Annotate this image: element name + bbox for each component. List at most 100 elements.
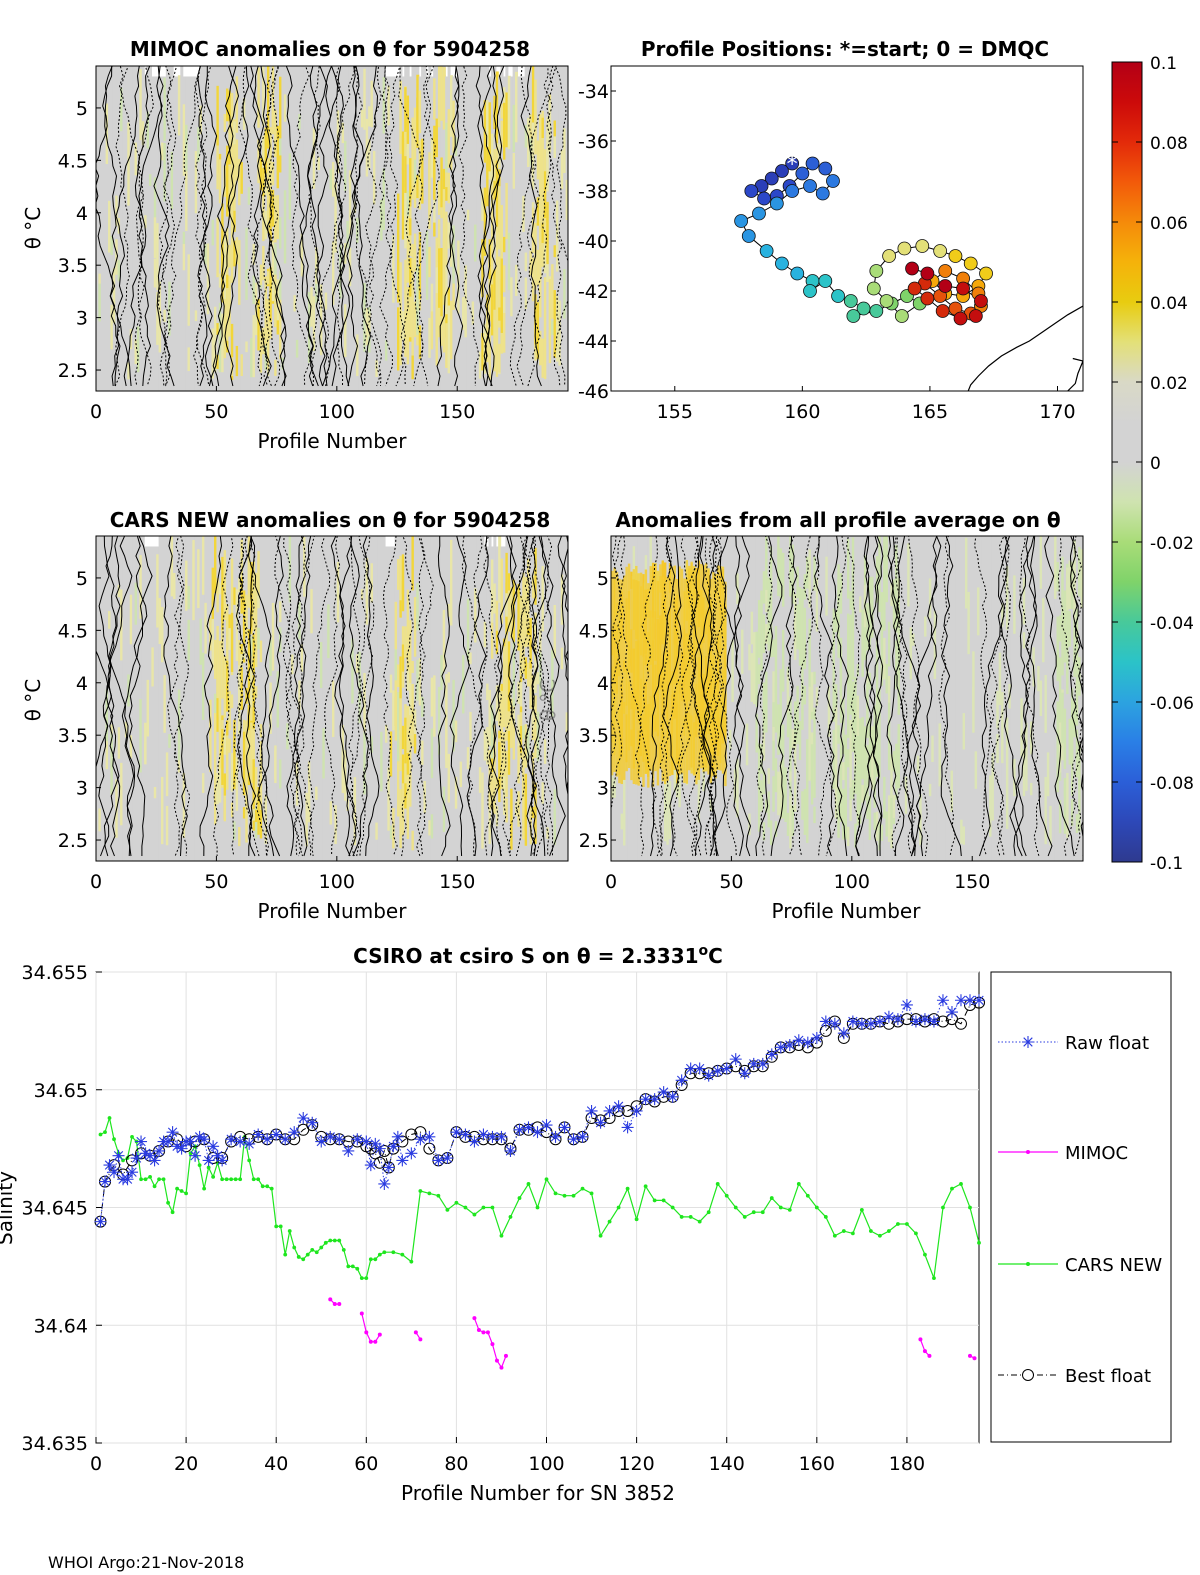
heatmap-cell	[883, 574, 887, 631]
heatmap-cell	[163, 675, 167, 733]
profile-position-marker	[795, 166, 810, 181]
heatmap-cell	[182, 536, 186, 861]
heatmap-cell	[305, 792, 309, 847]
heatmap-cell	[271, 66, 275, 391]
heatmap-cell	[310, 287, 314, 327]
raw-float-point	[918, 1013, 931, 1026]
profile-position-marker	[775, 256, 789, 271]
raw-float-point	[792, 1034, 805, 1047]
heatmap-cell	[397, 234, 401, 303]
heatmap-cell	[880, 824, 884, 841]
heatmap-cell	[502, 76, 506, 391]
heatmap-cell	[445, 674, 449, 744]
heatmap-cell	[495, 777, 499, 789]
contour-line	[296, 536, 315, 856]
heatmap-cell	[1022, 577, 1026, 625]
heatmap-cell	[264, 127, 268, 174]
contour-line	[325, 66, 380, 387]
heatmap-cell	[871, 729, 875, 752]
heatmap-cell	[507, 232, 511, 291]
y-tick-label: 4	[76, 673, 88, 695]
heatmap-cell	[558, 536, 562, 861]
heatmap-cell	[676, 578, 680, 784]
heatmap-cell	[798, 536, 802, 861]
heatmap-cell	[209, 536, 213, 861]
heatmap-cell	[293, 536, 297, 861]
contour-line	[907, 536, 929, 857]
heatmap-cell	[462, 297, 466, 330]
raw-float-point	[783, 1039, 796, 1052]
heatmap-cell	[274, 536, 278, 861]
heatmap-cell	[847, 826, 851, 847]
contour-line	[788, 536, 814, 857]
heatmap-cell	[98, 283, 102, 322]
heatmap-cell	[168, 734, 172, 748]
heatmap-cell	[892, 795, 896, 818]
heatmap-cell	[430, 728, 434, 779]
cars-new-point	[139, 1177, 143, 1182]
heatmap-cell	[890, 797, 894, 810]
raw-float-point	[126, 1166, 139, 1179]
heatmap-cell	[228, 738, 232, 753]
heatmap-cell	[892, 602, 896, 629]
heatmap-cell	[493, 149, 497, 186]
heatmap-cell	[136, 66, 140, 391]
heatmap-cell	[399, 66, 403, 391]
heatmap-cell	[356, 654, 360, 673]
heatmap-cell	[295, 536, 299, 861]
heatmap-cell	[517, 791, 521, 827]
mimoc-point	[490, 1342, 495, 1347]
mimoc-point	[373, 1339, 378, 1344]
cars-panel: CARS NEW anomalies on θ for 5904258 0 50 1…	[21, 508, 569, 923]
cars-new-point	[715, 1182, 720, 1186]
heatmap-cell	[134, 66, 138, 391]
profile-position-marker	[894, 309, 909, 323]
raw-float-point	[549, 1130, 562, 1143]
heatmap-cell	[1039, 536, 1043, 589]
heatmap-cell	[803, 607, 807, 670]
cars-new-point	[490, 1205, 495, 1210]
heatmap-cell	[442, 786, 446, 832]
heatmap-cell	[163, 143, 167, 202]
cars-new-point	[517, 1196, 522, 1200]
heatmap-cell	[307, 761, 311, 823]
heatmap-cell	[861, 784, 865, 803]
cars-new-point	[923, 1252, 927, 1257]
cars-new-point	[341, 1247, 346, 1252]
cars-new-point	[269, 1186, 274, 1191]
heatmap-cell	[230, 558, 234, 631]
heatmap-cell	[671, 566, 675, 772]
cars-new-point	[562, 1193, 567, 1198]
heatmap-cell	[784, 767, 788, 813]
profile-position-marker	[920, 266, 935, 281]
contour-line	[167, 536, 191, 857]
heatmap-cell	[257, 558, 261, 596]
y-tick-label: 3	[76, 308, 88, 330]
raw-float-point	[576, 1130, 589, 1143]
heatmap-cell	[293, 295, 297, 312]
heatmap-cell	[962, 713, 966, 750]
heatmap-cell	[254, 809, 258, 822]
heatmap-cell	[363, 68, 367, 130]
heatmap-cell	[522, 195, 526, 232]
heatmap-cell	[163, 77, 167, 142]
profile-position-marker	[826, 174, 840, 188]
heatmap-cell	[558, 66, 562, 391]
x-tick-label: 100	[319, 401, 355, 423]
heatmap-cell	[317, 536, 321, 861]
heatmap-cell	[534, 634, 538, 688]
raw-float-point	[414, 1133, 427, 1146]
heatmap-cell	[447, 753, 451, 803]
raw-float-point	[382, 1161, 395, 1174]
contour-line	[991, 536, 1011, 857]
heatmap-cell	[895, 536, 899, 861]
cars-new-point	[850, 1231, 855, 1236]
heatmap-cell	[404, 746, 408, 784]
x-tick-label: 160	[799, 1453, 835, 1475]
heatmap-cell	[189, 536, 193, 861]
heatmap-cell	[223, 564, 227, 621]
contour-line	[709, 536, 725, 857]
heatmap-cell	[127, 362, 131, 380]
contour-line	[362, 536, 380, 857]
